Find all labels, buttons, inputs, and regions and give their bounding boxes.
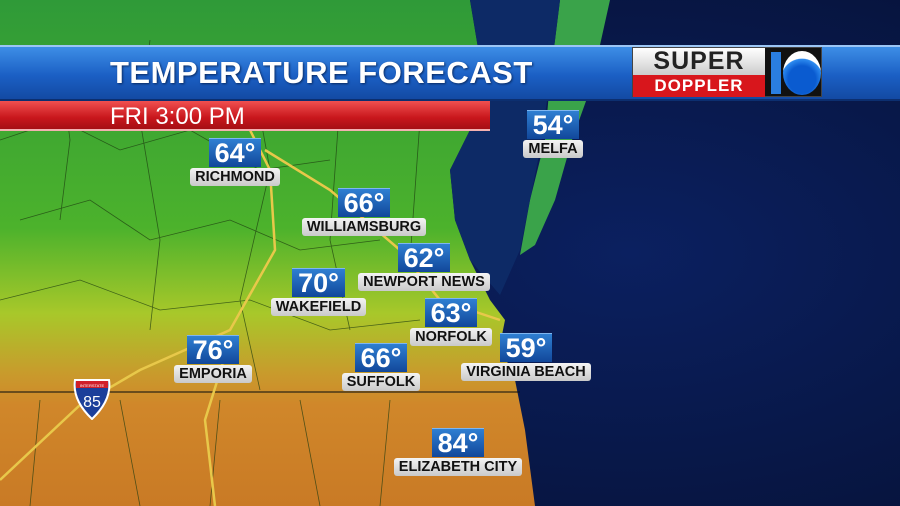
logo-super: SUPER <box>633 48 765 75</box>
city-melfa: 54° MELFA <box>520 110 586 158</box>
temp-value: 64° <box>208 138 262 167</box>
city-name: ELIZABETH CITY <box>393 458 523 476</box>
temp-value: 84° <box>431 428 485 457</box>
city-name: EMPORIA <box>174 365 252 383</box>
city-suffolk: 66° SUFFOLK <box>341 343 421 391</box>
time-bar: FRI 3:00 PM <box>0 101 490 131</box>
shield-number: 85 <box>83 394 101 411</box>
city-newport-news: 62° NEWPORT NEWS <box>358 243 490 291</box>
temp-value: 63° <box>424 298 478 327</box>
city-williamsburg: 66° WILLIAMSBURG <box>300 188 428 236</box>
channel-10-wave-icon <box>765 48 821 96</box>
interstate-85-shield-icon: INTERSTATE 85 <box>73 379 111 420</box>
forecast-time: FRI 3:00 PM <box>110 103 245 130</box>
city-name: NORFOLK <box>410 328 492 346</box>
temp-value: 70° <box>292 268 345 297</box>
city-name: VIRGINIA BEACH <box>461 363 591 381</box>
city-wakefield: 70° WAKEFIELD <box>270 268 367 316</box>
city-emporia: 76° EMPORIA <box>172 335 254 383</box>
city-elizabeth-city: 84° ELIZABETH CITY <box>393 428 523 476</box>
city-richmond: 64° RICHMOND <box>190 138 280 186</box>
city-name: WILLIAMSBURG <box>301 218 427 236</box>
city-name: SUFFOLK <box>341 373 421 391</box>
temp-value: 54° <box>526 110 580 139</box>
city-name: NEWPORT NEWS <box>358 273 490 291</box>
city-name: MELFA <box>523 140 583 158</box>
city-virginia-beach: 59° VIRGINIA BEACH <box>460 333 592 381</box>
logo-doppler: DOPPLER <box>633 75 765 97</box>
super-doppler-10-logo: SUPER DOPPLER <box>632 47 822 97</box>
temp-value: 62° <box>397 243 451 272</box>
city-name: WAKEFIELD <box>270 298 367 316</box>
temp-value: 66° <box>337 188 391 217</box>
temp-value: 59° <box>499 333 553 362</box>
city-name: RICHMOND <box>190 168 280 186</box>
temp-value: 66° <box>354 343 408 372</box>
page-title: TEMPERATURE FORECAST <box>110 55 533 90</box>
city-norfolk: 63° NORFOLK <box>410 298 492 346</box>
temp-value: 76° <box>186 335 240 364</box>
shield-label: INTERSTATE <box>80 383 105 388</box>
